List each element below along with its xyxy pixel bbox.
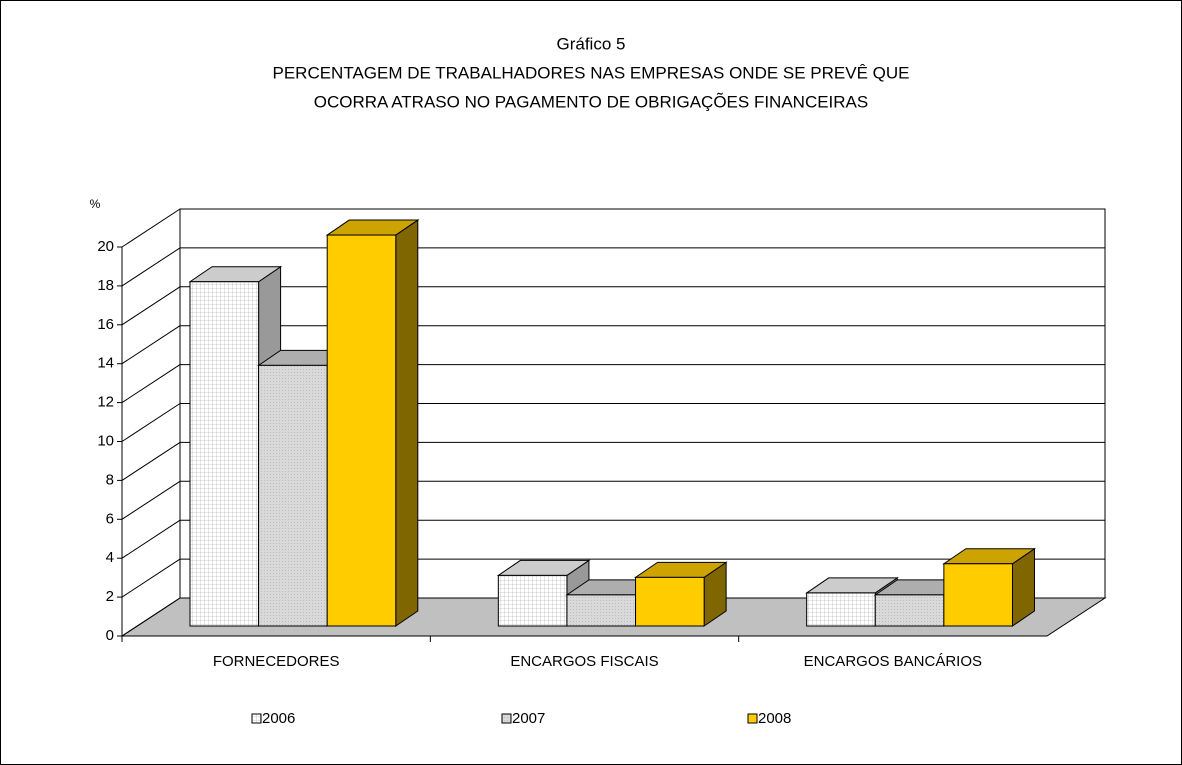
grid-line [121, 208, 181, 248]
grid-line [121, 286, 181, 326]
y-axis-label: % [90, 197, 101, 211]
legend-swatch [747, 713, 758, 724]
legend-swatch [501, 713, 512, 724]
y-tick-label: 18 [97, 277, 114, 294]
bar [326, 234, 397, 627]
legend-swatch [251, 713, 262, 724]
legend-label: 2008 [758, 710, 791, 727]
grid-line [121, 364, 181, 404]
bar [189, 281, 260, 627]
x-tick-label: ENCARGOS BANCÁRIOS [804, 653, 982, 670]
y-tick-label: 0 [106, 627, 114, 644]
grid-line [121, 558, 181, 598]
bar [635, 576, 705, 627]
y-tick-label: 16 [97, 316, 114, 333]
grid-line [121, 441, 181, 481]
bar [806, 592, 876, 627]
y-tick-label: 14 [97, 355, 114, 372]
chart-title: Gráfico 5 [557, 34, 626, 53]
grid-line [121, 597, 181, 637]
bar [874, 594, 945, 627]
bar [497, 574, 568, 627]
y-tick-label: 12 [97, 394, 114, 411]
chart-title: PERCENTAGEM DE TRABALHADORES NAS EMPRESA… [272, 63, 909, 82]
y-tick-label: 2 [106, 588, 114, 605]
bar [258, 364, 328, 627]
legend-label: 2007 [512, 710, 545, 727]
y-tick-label: 20 [97, 238, 114, 255]
grid-line [121, 519, 181, 559]
x-tick-label: ENCARGOS FISCAIS [510, 653, 658, 670]
y-tick-label: 8 [106, 471, 114, 488]
bar-side [395, 219, 419, 627]
chart-title: OCORRA ATRASO NO PAGAMENTO DE OBRIGAÇÕES… [314, 92, 868, 111]
y-tick-label: 10 [97, 432, 114, 449]
grid-line [121, 325, 181, 365]
grid-line [121, 247, 181, 287]
bar [943, 563, 1013, 627]
bar [566, 594, 637, 627]
legend-label: 2006 [262, 710, 295, 727]
x-tick-label: FORNECEDORES [213, 653, 340, 670]
y-tick-label: 6 [106, 510, 114, 527]
grid-line [121, 403, 181, 442]
grid-line [121, 480, 181, 520]
y-tick-label: 4 [106, 549, 114, 566]
